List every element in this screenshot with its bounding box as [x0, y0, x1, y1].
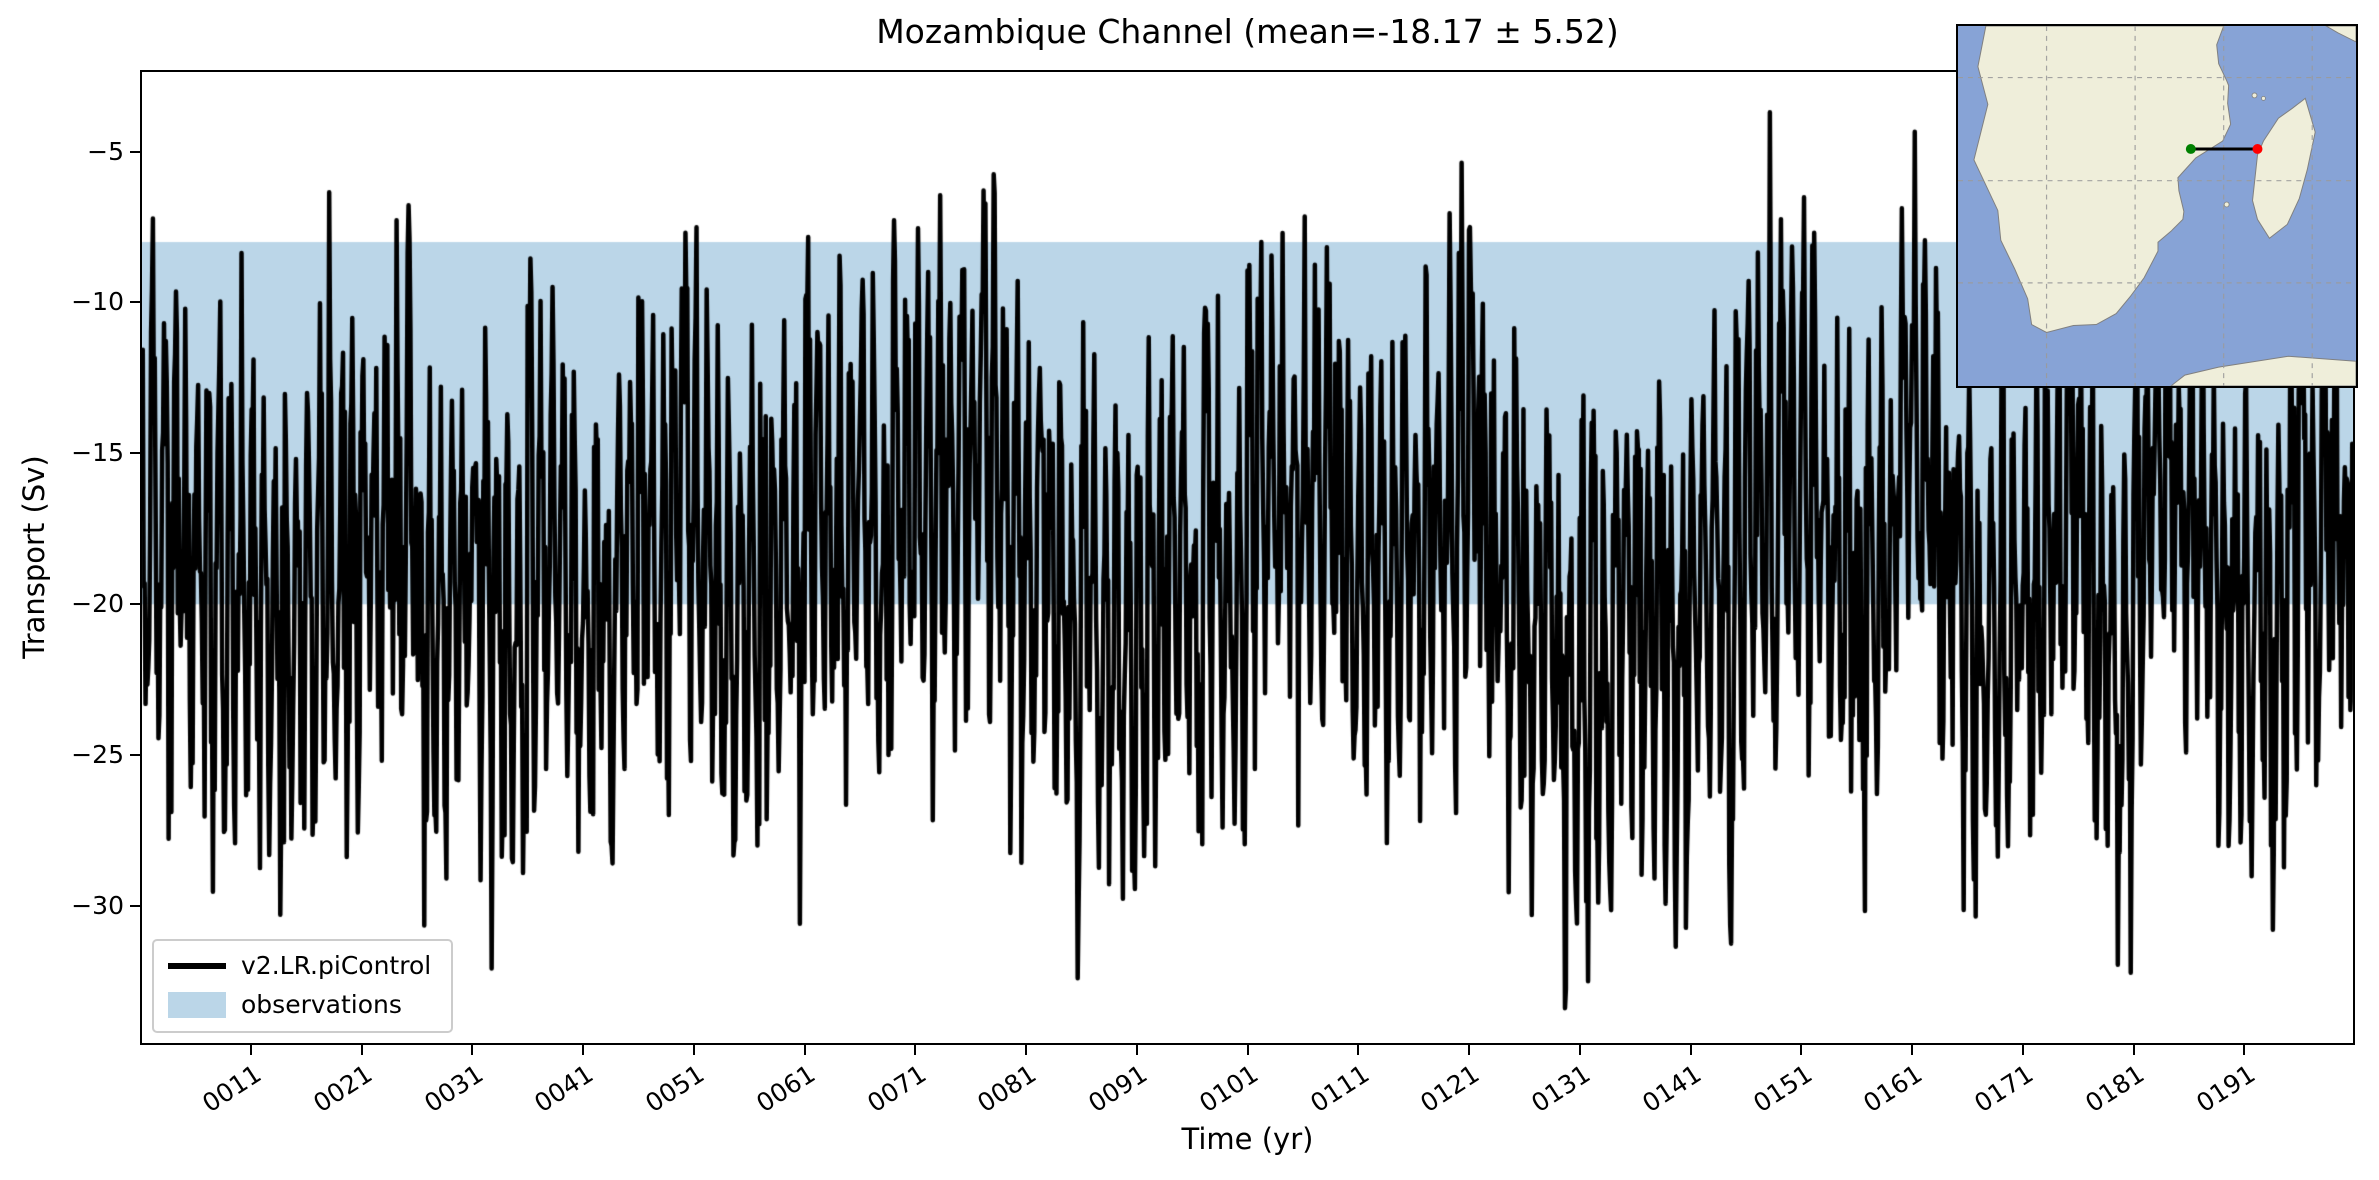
inset-map — [1956, 24, 2358, 388]
island-dot — [2251, 92, 2258, 99]
transect-start-marker — [2185, 144, 2196, 154]
y-tick-mark — [130, 150, 140, 153]
y-tick-mark — [130, 452, 140, 455]
y-tick-label: −20 — [71, 589, 124, 619]
y-tick-label: −15 — [71, 438, 124, 468]
island-dot — [2223, 201, 2230, 208]
y-tick-label: −5 — [87, 136, 124, 166]
y-tick-mark — [130, 905, 140, 908]
legend-label-series: v2.LR.piControl — [241, 951, 432, 980]
legend: v2.LR.piControl observations — [152, 939, 454, 1033]
x-tick-mark — [360, 1045, 363, 1055]
land-corner-top-right — [2325, 26, 2356, 43]
graticule — [1958, 26, 2356, 386]
x-tick-mark — [471, 1045, 474, 1055]
x-tick-mark — [2243, 1045, 2246, 1055]
x-tick-mark — [914, 1045, 917, 1055]
x-tick-mark — [1911, 1045, 1913, 1055]
y-tick-label: −10 — [71, 287, 124, 317]
x-tick-mark — [1357, 1045, 1360, 1055]
x-tick-mark — [1689, 1045, 1692, 1055]
x-tick-mark — [249, 1045, 252, 1055]
transect-end-marker — [2252, 144, 2263, 154]
legend-entry-observations: observations — [168, 990, 431, 1019]
x-tick-mark — [1468, 1045, 1470, 1055]
x-tick-mark — [1246, 1045, 1249, 1055]
legend-line-sample — [168, 962, 226, 969]
legend-entry-series: v2.LR.piControl — [168, 951, 431, 980]
land-strip-bottom — [2170, 355, 2356, 386]
plot-title: Mozambique Channel (mean=-18.17 ± 5.52) — [876, 12, 1619, 51]
x-axis-label: Time (yr) — [1181, 1122, 1314, 1156]
africa-landmass — [1973, 26, 2232, 333]
x-tick-mark — [2132, 1045, 2135, 1055]
y-tick-label: −30 — [71, 891, 124, 921]
x-tick-mark — [1025, 1045, 1027, 1055]
x-tick-mark — [692, 1045, 695, 1055]
island-dot — [2261, 96, 2266, 101]
y-tick-mark — [130, 301, 140, 304]
y-tick-mark — [130, 603, 140, 606]
x-tick-mark — [803, 1045, 806, 1055]
x-tick-mark — [1135, 1045, 1138, 1055]
y-tick-mark — [130, 754, 140, 757]
madagascar-island — [2252, 97, 2316, 239]
x-tick-mark — [1800, 1045, 1803, 1055]
legend-patch-sample — [168, 991, 226, 1018]
legend-label-observations: observations — [241, 990, 402, 1019]
y-tick-label: −25 — [71, 740, 124, 770]
x-tick-mark — [2021, 1045, 2024, 1055]
y-axis-label: Transport (Sv) — [17, 455, 51, 659]
x-tick-mark — [1578, 1045, 1581, 1055]
x-tick-mark — [582, 1045, 584, 1055]
inset-map-svg — [1958, 26, 2356, 386]
